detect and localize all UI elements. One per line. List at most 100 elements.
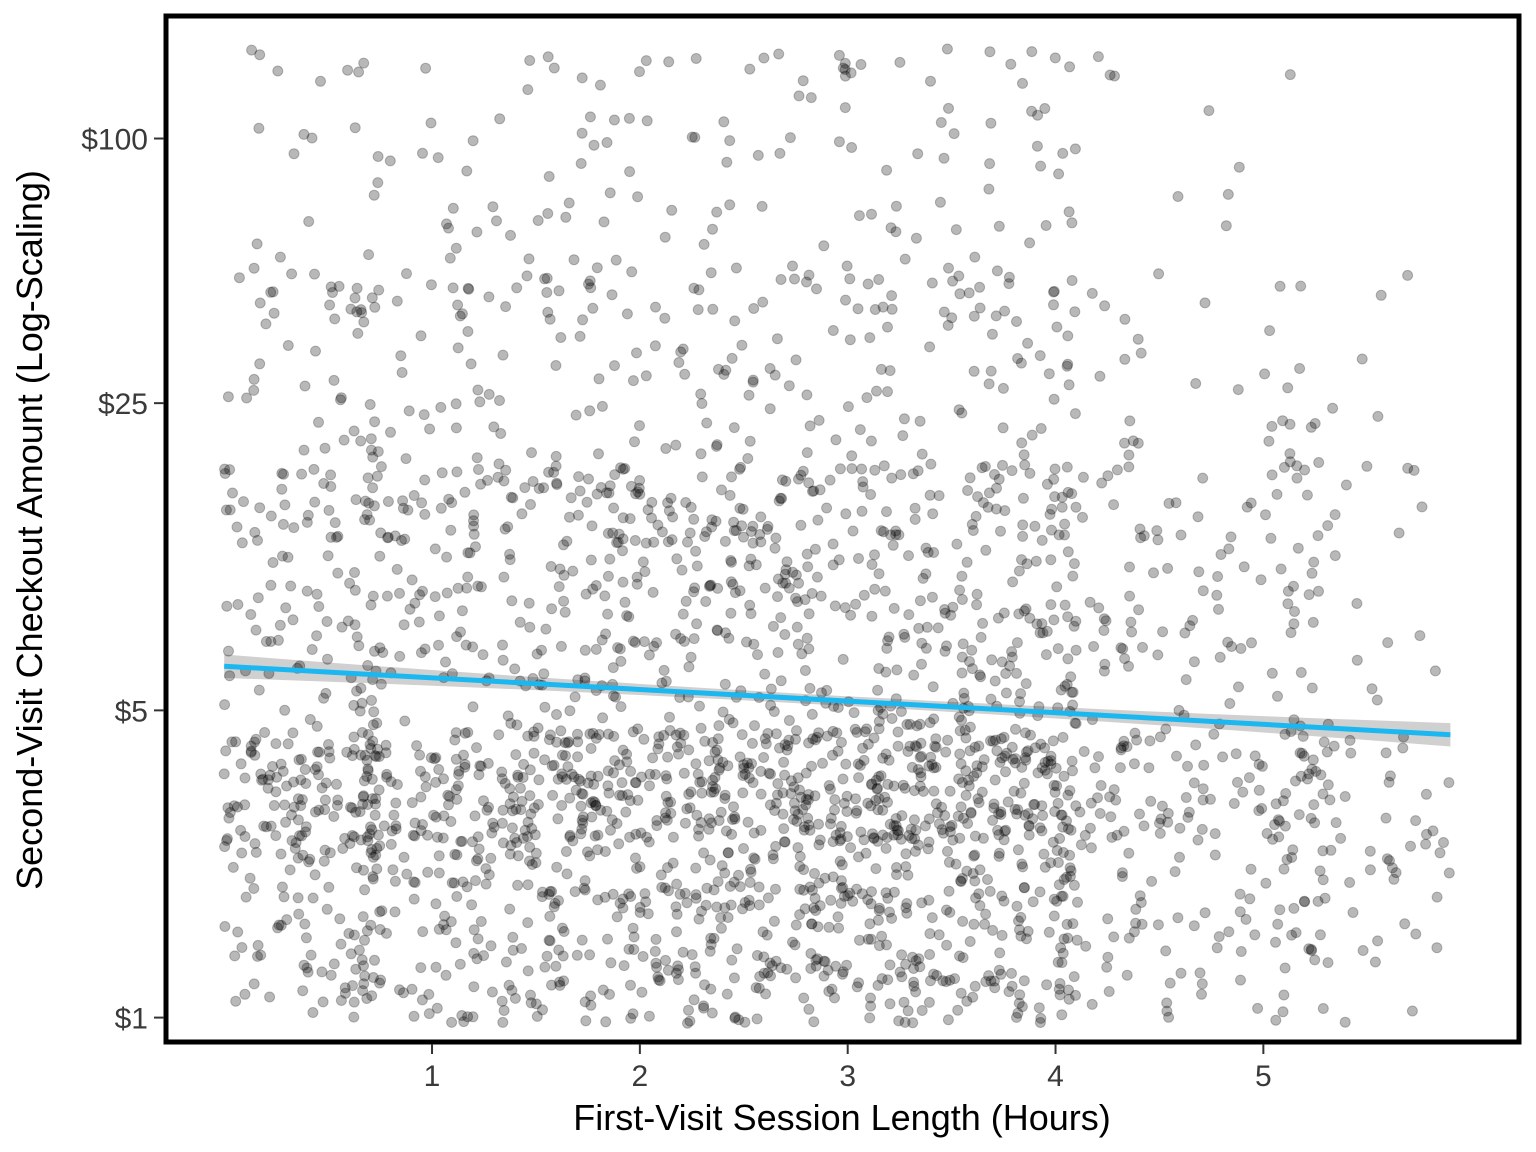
data-point [821,684,833,696]
data-point [1070,800,1082,812]
data-point [625,891,637,902]
data-point [894,966,906,978]
data-point [840,508,852,520]
data-point [297,985,309,997]
data-point [1225,531,1237,543]
data-point [764,957,776,969]
data-point [713,720,725,732]
data-point [899,1016,911,1028]
data-point [248,978,260,990]
data-point [722,847,734,859]
data-point [838,890,850,902]
data-point [759,733,771,745]
x-tick-label: 2 [632,1060,649,1093]
data-point [664,711,675,723]
data-point [917,572,929,584]
data-point [870,774,882,786]
data-point [605,957,617,969]
data-point [1039,757,1051,768]
data-point [245,747,257,758]
data-point [294,830,305,842]
data-point [1274,280,1286,292]
data-point [275,758,287,770]
data-point [830,434,842,446]
data-point [254,49,266,61]
data-point [1233,161,1245,173]
data-point [1197,585,1209,597]
data-point [372,177,384,189]
data-point [1313,457,1325,468]
data-point [914,780,926,792]
data-point [462,571,474,583]
data-point [425,117,437,129]
data-point [746,758,757,770]
data-point [839,102,851,114]
data-point [1386,862,1398,874]
data-point [253,684,265,696]
data-point [1329,509,1341,521]
data-point [1019,809,1031,821]
data-point [984,885,996,897]
data-point [470,541,481,553]
data-point [582,777,594,789]
data-point [617,533,629,545]
data-point [409,830,421,842]
data-point [1111,464,1123,476]
data-point [475,916,487,927]
data-point [1288,580,1299,592]
data-point [324,847,336,859]
data-point [339,832,351,844]
data-point [560,846,572,857]
data-point [447,282,459,294]
data-point [877,829,889,841]
data-point [260,821,272,833]
data-point [1269,819,1281,831]
data-point [998,731,1010,743]
data-point [281,914,293,926]
data-point [303,216,315,227]
data-point [638,733,650,745]
data-point [858,589,870,601]
data-point [674,888,686,900]
data-point [1086,998,1098,1010]
data-point [778,756,790,768]
data-point [871,385,882,397]
data-point [569,886,581,898]
data-point [536,644,547,656]
data-point [1000,766,1011,778]
data-point [995,525,1006,537]
data-point [775,492,786,504]
data-point [764,363,776,374]
data-point [1264,325,1276,337]
data-point [901,907,913,919]
data-point [597,712,609,724]
data-point [240,891,252,903]
data-point [892,740,904,752]
data-point [369,416,381,428]
data-point [558,569,570,581]
data-point [1169,866,1181,878]
data-point [785,788,797,799]
data-point [1308,556,1320,568]
data-point [1036,618,1048,630]
data-point [986,654,998,666]
data-point [450,937,462,949]
data-point [601,805,613,817]
data-point [956,777,968,788]
data-point [851,726,863,738]
data-point [955,758,967,770]
data-point [699,531,711,542]
data-point [576,934,588,946]
data-point [617,744,629,756]
data-point [420,781,432,793]
data-point [514,782,526,794]
data-point [942,845,953,857]
data-point [734,751,746,763]
data-point [471,452,483,464]
data-point [433,867,445,879]
data-point [873,793,885,805]
data-point [923,760,935,772]
data-point [445,916,457,928]
data-point [1051,845,1063,856]
data-point [755,788,767,800]
